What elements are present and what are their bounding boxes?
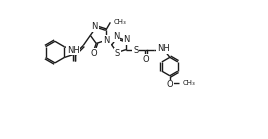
- Text: O: O: [143, 55, 149, 64]
- Text: NH: NH: [157, 44, 170, 53]
- Text: O: O: [166, 80, 173, 90]
- Text: S: S: [114, 49, 120, 58]
- Text: NH: NH: [67, 46, 79, 54]
- Text: N: N: [124, 35, 130, 44]
- Text: CH₃: CH₃: [182, 80, 195, 86]
- Text: CH₃: CH₃: [113, 19, 126, 25]
- Text: N: N: [91, 22, 98, 31]
- Text: O: O: [90, 49, 97, 58]
- Text: N: N: [103, 36, 110, 45]
- Text: N: N: [113, 32, 120, 41]
- Text: S: S: [133, 46, 139, 55]
